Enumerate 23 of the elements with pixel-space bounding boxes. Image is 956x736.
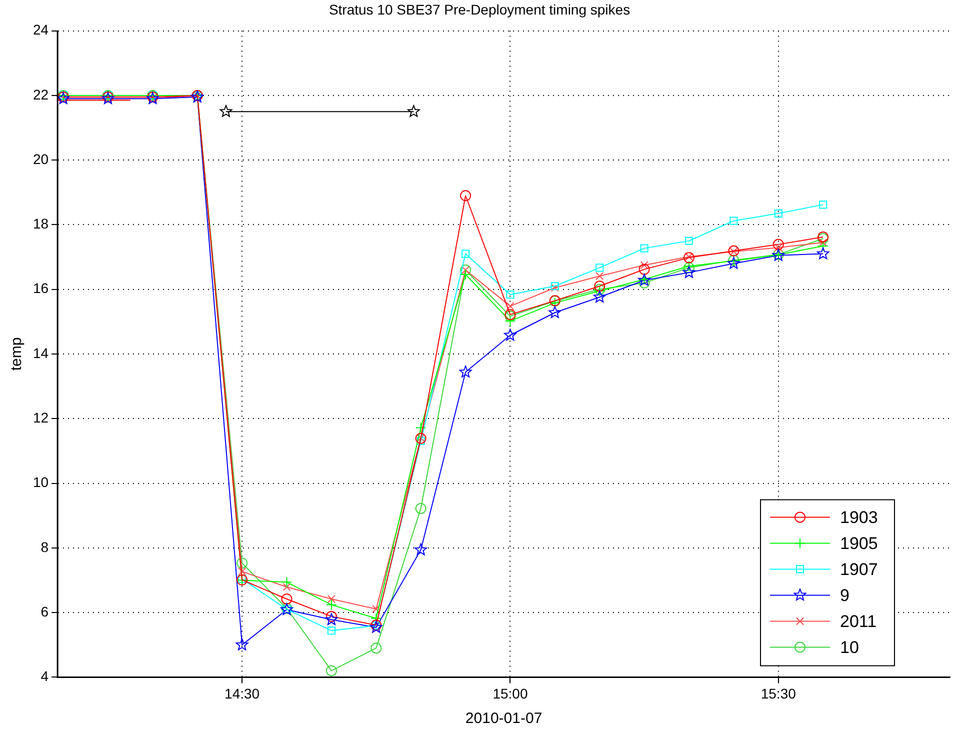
x-axis-title: 2010-01-07 [465, 710, 542, 728]
legend-label: 1905 [840, 534, 878, 553]
y-tick-label: 6 [40, 603, 49, 620]
y-tick-label: 18 [32, 216, 49, 232]
y-axis-title: temp [8, 337, 26, 371]
y-tick-label: 10 [32, 474, 49, 490]
y-tick-label: 24 [32, 22, 49, 38]
legend-label: 1907 [840, 560, 878, 579]
legend-label: 9 [840, 586, 850, 605]
x-tick-label: 15:30 [760, 685, 796, 702]
x-tick-label: 14:30 [224, 685, 260, 702]
y-tick-label: 8 [40, 538, 49, 555]
y-tick-label: 4 [40, 668, 49, 684]
y-tick-label: 12 [32, 410, 49, 426]
y-tick-label: 22 [32, 86, 49, 102]
y-tick-label: 16 [32, 280, 49, 296]
x-tick-label: 15:00 [492, 685, 528, 702]
chart-title: Stratus 10 SBE37 Pre-Deployment timing spikes [328, 1, 630, 18]
legend-label: 1903 [840, 508, 878, 527]
legend-label: 10 [840, 638, 859, 657]
legend-label: 2011 [840, 612, 877, 631]
y-tick-label: 14 [32, 344, 49, 361]
y-tick-label: 20 [32, 150, 49, 167]
